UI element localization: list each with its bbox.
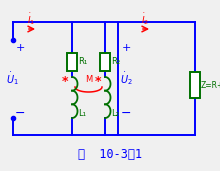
Text: Z=R+jX: Z=R+jX [201, 81, 220, 89]
Text: −: − [121, 107, 131, 120]
Text: L₂: L₂ [111, 109, 119, 119]
Text: $\dot{U}_2$: $\dot{U}_2$ [120, 71, 132, 87]
Text: 图  10-3－1: 图 10-3－1 [78, 148, 142, 161]
Text: $\dot{I}_2$: $\dot{I}_2$ [141, 11, 149, 27]
Text: M: M [85, 76, 92, 84]
Text: R₂: R₂ [111, 56, 120, 65]
Text: *: * [95, 75, 101, 88]
Text: L₁: L₁ [78, 109, 86, 119]
Text: −: − [15, 107, 25, 120]
Bar [190, 72, 200, 98]
Text: +: + [15, 43, 25, 53]
Text: $\dot{I}_1$: $\dot{I}_1$ [27, 11, 35, 27]
Text: +: + [121, 43, 131, 53]
Text: $\dot{U}_1$: $\dot{U}_1$ [6, 71, 18, 87]
Bar [67, 53, 77, 71]
Bar [100, 53, 110, 71]
Text: R₁: R₁ [78, 56, 87, 65]
Text: *: * [62, 75, 68, 88]
